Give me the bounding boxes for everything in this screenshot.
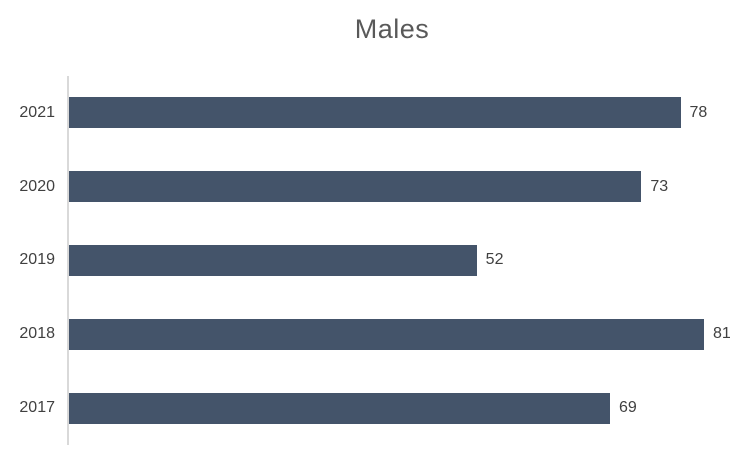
bar-row-2021: 2021 78: [0, 76, 750, 150]
bar-2018: [69, 318, 705, 350]
chart-title: Males: [354, 14, 430, 44]
category-label: 2018: [19, 325, 55, 343]
bar-2019: [69, 244, 477, 276]
bar-2020: [69, 171, 642, 203]
bar-track: 69: [67, 371, 750, 445]
bar-2017: [69, 392, 610, 424]
bar-track: 78: [67, 76, 750, 150]
value-label: 81: [713, 325, 731, 343]
value-label: 73: [650, 177, 669, 195]
category-label: 2017: [19, 399, 55, 417]
bar-track: 73: [67, 149, 750, 224]
plot-area: 2021 78 2020 73 2019 52 2018 81: [0, 76, 750, 445]
value-label: 69: [618, 399, 637, 417]
category-label: 2021: [19, 103, 55, 121]
category-label: 2019: [19, 251, 55, 269]
value-label: 78: [689, 103, 708, 121]
bar-row-2018: 2018 81: [0, 297, 750, 372]
bar-track: 81: [67, 297, 750, 372]
bar-track: 52: [67, 223, 750, 298]
category-label: 2020: [19, 177, 55, 195]
bar-row-2017: 2017 69: [0, 371, 750, 445]
value-label: 52: [485, 251, 504, 269]
bar-2021: [69, 97, 681, 129]
bar-row-2019: 2019 52: [0, 223, 750, 298]
bar-row-2020: 2020 73: [0, 149, 750, 224]
